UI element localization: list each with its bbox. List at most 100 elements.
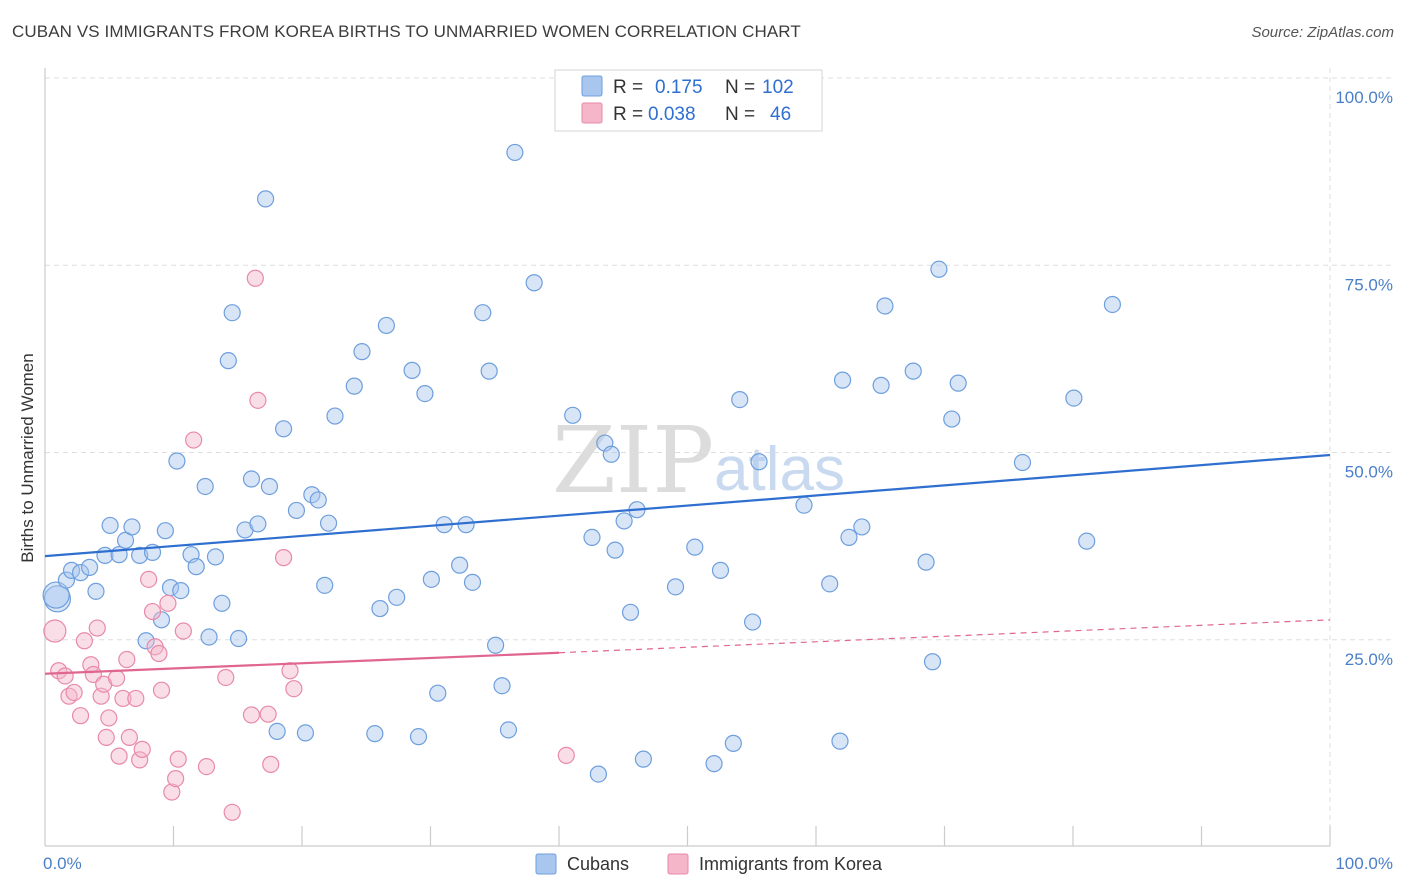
point-korea xyxy=(143,602,162,621)
point-cubans xyxy=(750,453,768,471)
point-cubans xyxy=(487,636,505,654)
point-cubans xyxy=(840,528,858,547)
legend-r-value-korea: 0.038 xyxy=(648,104,696,125)
point-cubans xyxy=(249,515,267,533)
source-credit: Source: ZipAtlas.com xyxy=(1251,24,1394,41)
point-cubans xyxy=(196,477,214,496)
legend-n-label-korea: N = xyxy=(725,104,755,125)
legend-r-value-cubans: 0.175 xyxy=(655,77,703,98)
watermark: ZIP atlas xyxy=(552,407,845,514)
point-cubans xyxy=(409,728,428,746)
point-cubans xyxy=(457,516,475,534)
point-cubans xyxy=(917,553,935,571)
point-korea xyxy=(167,769,185,788)
point-korea xyxy=(131,751,149,769)
legend-r-label-cubans: R = xyxy=(613,77,643,98)
watermark-zip: ZIP xyxy=(552,407,714,514)
point-cubans xyxy=(872,376,890,394)
y-tick-label: 75.0% xyxy=(1345,275,1393,294)
point-cubans xyxy=(131,546,149,564)
point-cubans xyxy=(403,361,421,379)
point-cubans xyxy=(463,573,482,591)
y-tick-label: 25.0% xyxy=(1345,650,1393,669)
point-korea xyxy=(163,783,181,801)
point-cubans xyxy=(200,628,218,646)
point-korea xyxy=(65,683,83,702)
point-korea xyxy=(249,391,267,409)
point-cubans xyxy=(268,722,286,741)
point-cubans xyxy=(42,581,70,609)
point-cubans xyxy=(943,410,961,428)
point-korea xyxy=(107,669,126,687)
legend-n-label-cubans: N = xyxy=(725,77,755,98)
point-korea xyxy=(217,668,235,687)
point-cubans xyxy=(213,594,231,612)
point-cubans xyxy=(853,518,871,536)
point-cubans xyxy=(319,514,338,532)
point-cubans xyxy=(172,581,190,600)
point-cubans xyxy=(705,755,723,773)
point-cubans xyxy=(589,765,608,783)
point-cubans xyxy=(621,603,640,621)
y-axis-tick-labels: 25.0% 50.0% 75.0% 100.0% xyxy=(1335,88,1393,669)
point-cubans xyxy=(187,558,205,576)
point-korea xyxy=(100,709,118,727)
point-cubans xyxy=(416,385,434,403)
x-tick-label-left: 0.0% xyxy=(43,854,82,873)
y-tick-label: 50.0% xyxy=(1345,463,1393,482)
point-cubans xyxy=(137,632,155,650)
point-korea xyxy=(169,750,187,768)
point-cubans xyxy=(353,343,371,361)
point-cubans xyxy=(831,732,849,750)
point-cubans xyxy=(287,501,306,520)
bottom-legend-label-cubans: Cubans xyxy=(567,854,629,874)
point-cubans xyxy=(366,725,384,743)
point-korea xyxy=(274,549,293,567)
point-cubans xyxy=(1013,453,1032,472)
series-korea xyxy=(43,269,575,821)
point-korea xyxy=(150,644,168,663)
point-cubans xyxy=(316,576,334,594)
point-korea xyxy=(557,746,575,764)
point-korea xyxy=(185,431,203,449)
point-korea xyxy=(174,622,192,640)
point-cubans xyxy=(474,304,492,322)
trend-line-korea xyxy=(44,651,560,675)
point-cubans xyxy=(493,677,511,695)
legend-r-label-korea: R = xyxy=(613,104,643,125)
point-cubans xyxy=(711,561,730,579)
point-korea xyxy=(262,755,280,773)
point-korea xyxy=(259,705,277,723)
point-korea xyxy=(246,269,264,287)
point-korea xyxy=(127,689,145,708)
point-korea xyxy=(285,680,303,698)
point-cubans xyxy=(87,582,105,600)
point-cubans xyxy=(1065,389,1083,407)
point-cubans xyxy=(451,556,469,574)
x-axis-ticks xyxy=(172,826,1331,846)
legend-swatch-cubans xyxy=(581,75,603,97)
point-korea xyxy=(281,662,299,680)
point-cubans xyxy=(949,374,967,392)
point-korea xyxy=(118,650,136,669)
point-cubans xyxy=(168,452,186,470)
point-cubans xyxy=(242,470,261,488)
point-cubans xyxy=(666,578,685,596)
point-cubans xyxy=(930,260,948,278)
point-cubans xyxy=(564,406,582,424)
point-cubans xyxy=(206,548,225,566)
point-korea xyxy=(97,728,115,746)
point-cubans xyxy=(744,613,762,631)
point-cubans xyxy=(429,684,447,702)
point-cubans xyxy=(377,316,395,335)
point-cubans xyxy=(724,734,742,752)
point-cubans xyxy=(156,522,174,540)
point-korea xyxy=(75,632,94,650)
point-cubans xyxy=(296,724,315,742)
point-korea xyxy=(133,740,151,758)
x-tick-label-right: 100.0% xyxy=(1335,854,1393,873)
point-cubans xyxy=(480,362,498,380)
point-cubans xyxy=(345,377,363,395)
point-korea xyxy=(197,758,216,776)
